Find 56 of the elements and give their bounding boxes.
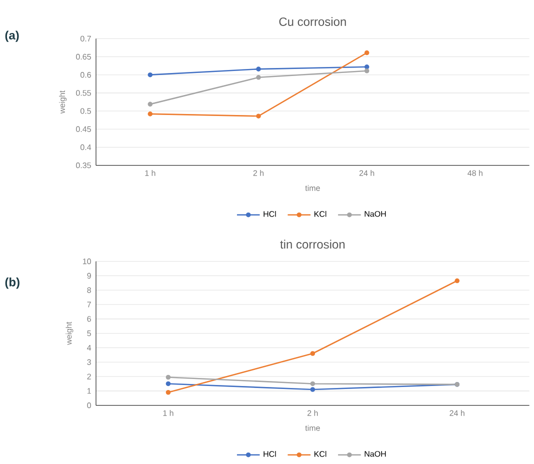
y-tick-label: 0.7: [80, 36, 91, 42]
y-axis-title: weight: [66, 322, 74, 345]
y-tick-label: 8: [87, 287, 91, 293]
x-tick-label: 48 h: [468, 170, 482, 176]
y-tick-label: 9: [87, 272, 91, 279]
text: (a): [5, 30, 19, 42]
y-tick-label: 0.5: [80, 108, 91, 114]
x-tick-label: 24 h: [359, 170, 374, 176]
y-tick-label: 0.55: [76, 90, 91, 96]
point: [310, 351, 316, 356]
x-tick-label: 2 h: [253, 170, 264, 176]
legend-label: KCl: [314, 450, 326, 457]
y-tick-label: 0: [87, 402, 91, 408]
point: [256, 74, 261, 80]
x-axis-title: time: [305, 424, 320, 431]
point: [256, 66, 261, 72]
point: [364, 50, 370, 56]
chart-title: Cu corrosion: [279, 17, 346, 26]
x-tick-label: 2 h: [308, 410, 318, 416]
y-tick-label: 7: [87, 302, 91, 308]
y-tick-label: 4: [87, 344, 92, 350]
point: [166, 381, 171, 386]
y-tick-label: 5: [87, 330, 91, 336]
y-tick-label: 1: [87, 388, 91, 394]
x-axis-title: time: [305, 185, 320, 191]
y-tick-label: 3: [87, 359, 91, 365]
point: [166, 374, 171, 380]
legend-label: NaOH: [364, 451, 386, 457]
point: [148, 112, 153, 116]
legend-label: KCl: [314, 210, 326, 217]
y-tick-label: 0.65: [76, 54, 91, 60]
point: [364, 64, 370, 70]
point: [310, 381, 316, 386]
legend-label: NaOH: [364, 211, 386, 217]
x-tick-label: 1 h: [145, 170, 156, 176]
point: [256, 114, 261, 119]
y-tick-label: 0.45: [76, 126, 91, 132]
y-tick-label: 6: [87, 316, 91, 322]
y-tick-label: 0.6: [80, 72, 91, 78]
y-tick-label: 10: [83, 258, 91, 264]
y-tick-label: 0.4: [80, 144, 92, 150]
x-tick-label: 24 h: [450, 410, 464, 416]
legend-label: HCl: [264, 450, 276, 457]
point: [310, 387, 316, 392]
point: [364, 68, 370, 74]
text: (b): [5, 278, 20, 289]
x-tick-label: 1 h: [163, 410, 174, 416]
y-axis-title: weight: [59, 90, 67, 114]
point: [166, 390, 171, 395]
legend-label: HCl: [264, 210, 276, 217]
y-tick-label: 0.35: [76, 162, 91, 168]
point: [148, 72, 153, 78]
point: [148, 102, 153, 107]
chart-title: tin corrosion: [280, 240, 345, 249]
point: [454, 278, 460, 284]
y-tick-label: 2: [87, 374, 91, 380]
